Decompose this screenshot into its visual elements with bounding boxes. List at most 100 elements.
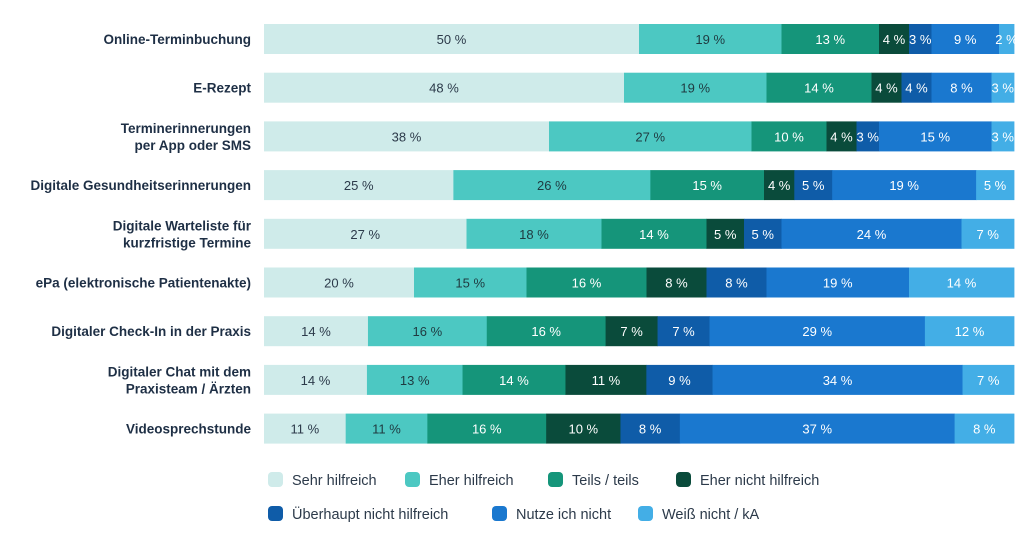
bar-segment [764, 170, 795, 201]
data-label: 19 % [889, 178, 919, 193]
data-label: 7 % [672, 324, 695, 339]
bar-segment [794, 170, 833, 201]
bar-segment [909, 24, 932, 54]
data-label: 8 % [950, 81, 973, 96]
data-label: 8 % [973, 422, 996, 437]
data-label: 37 % [802, 422, 832, 437]
bar-segment [991, 121, 1015, 152]
data-label: 18 % [519, 227, 549, 242]
data-label: 20 % [324, 276, 354, 291]
data-label: 14 % [301, 324, 331, 339]
bar-segment [751, 121, 827, 152]
data-label: 11 % [291, 422, 320, 437]
bar-segment [264, 170, 454, 201]
bar-segment [620, 413, 681, 444]
data-label: 14 % [301, 373, 331, 388]
data-label: 5 % [714, 227, 737, 242]
legend: Sehr hilfreich Eher hilfreich Teils / teil… [268, 472, 819, 523]
category-labels: Online-Terminbuchung E-Rezept Terminerinne… [30, 32, 251, 437]
bar-segment [605, 316, 658, 347]
bar-segment [264, 24, 640, 54]
legend-label: Eher nicht hilfreich [700, 473, 819, 489]
data-label: 25 % [344, 178, 374, 193]
data-label: 19 % [823, 276, 853, 291]
legend-swatch [268, 506, 283, 521]
bar-segment [712, 364, 963, 395]
bar-segment [264, 267, 415, 298]
bar-segment [961, 218, 1015, 249]
data-label: 14 % [947, 276, 977, 291]
data-label: 13 % [815, 32, 845, 47]
data-label: 3 % [992, 129, 1015, 144]
bar-segment [565, 364, 647, 395]
data-label: 24 % [857, 227, 887, 242]
data-label: 10 % [568, 422, 598, 437]
bar-segment [931, 24, 1000, 54]
data-label: 12 % [955, 324, 985, 339]
data-label: 7 % [620, 324, 643, 339]
data-label: 5 % [802, 178, 825, 193]
bar-segment [486, 316, 606, 347]
data-label: 15 % [692, 178, 722, 193]
data-label: 11 % [592, 373, 621, 388]
data-label: 50 % [437, 32, 467, 47]
data-label: 16 % [572, 276, 602, 291]
legend-swatch [268, 472, 283, 487]
data-label: 8 % [725, 276, 748, 291]
data-label: 14 % [639, 227, 669, 242]
data-label: 5 % [984, 178, 1007, 193]
data-label: 4 % [905, 81, 928, 96]
data-label: 3 % [857, 129, 880, 144]
data-label: 48 % [429, 81, 459, 96]
bar-segment [414, 267, 527, 298]
bar-segment [954, 413, 1015, 444]
bar-segment [462, 364, 566, 395]
bar-segment [924, 316, 1015, 347]
bar-segment [366, 364, 463, 395]
data-label: 27 % [350, 227, 380, 242]
bar-segment [901, 72, 932, 103]
data-label: 15 % [455, 276, 485, 291]
legend-swatch [405, 472, 420, 487]
bar-segment [962, 364, 1015, 395]
legend-label: Nutze ich nicht [516, 507, 611, 523]
bar-segment [679, 413, 955, 444]
legend-label: Eher hilfreich [429, 473, 514, 489]
bar-segment [826, 121, 857, 152]
data-label: 13 % [400, 373, 430, 388]
bar-segment [879, 121, 992, 152]
category-label: Online-Terminbuchung [104, 32, 252, 47]
bar-segment [264, 316, 369, 347]
data-label: 4 % [883, 32, 906, 47]
bar-segment [781, 24, 880, 54]
legend-swatch [548, 472, 563, 487]
data-label: 8 % [665, 276, 688, 291]
data-label: 5 % [752, 227, 775, 242]
data-label: 9 % [668, 373, 691, 388]
legend-label: Sehr hilfreich [292, 473, 377, 489]
legend-swatch [492, 506, 507, 521]
bar-segment [766, 267, 910, 298]
legend-label: Weiß nicht / kA [662, 507, 760, 523]
legend-swatch [676, 472, 691, 487]
bar-segment [264, 72, 625, 103]
bar-segment [264, 218, 467, 249]
bar-segment [601, 218, 707, 249]
bar-segment [976, 170, 1015, 201]
bar-segment [991, 72, 1015, 103]
bar-segment [706, 267, 767, 298]
data-label: 26 % [537, 178, 567, 193]
category-label: Digitale Warteliste für kurzfristige Term… [113, 218, 252, 250]
data-label: 16 % [531, 324, 561, 339]
category-label: Digitale Gesundheitserinnerungen [30, 178, 251, 193]
data-label: 3 % [992, 81, 1015, 96]
data-label: 4 % [875, 81, 898, 96]
bar-segment [832, 170, 977, 201]
bar-segment [646, 364, 713, 395]
data-label: 29 % [802, 324, 832, 339]
category-label: ePa (elektronische Patientenakte) [36, 276, 251, 291]
bar-segment [931, 72, 992, 103]
data-label: 4 % [830, 129, 853, 144]
category-label: Digitaler Chat mit dem Praxisteam / Ärzte… [108, 364, 251, 396]
